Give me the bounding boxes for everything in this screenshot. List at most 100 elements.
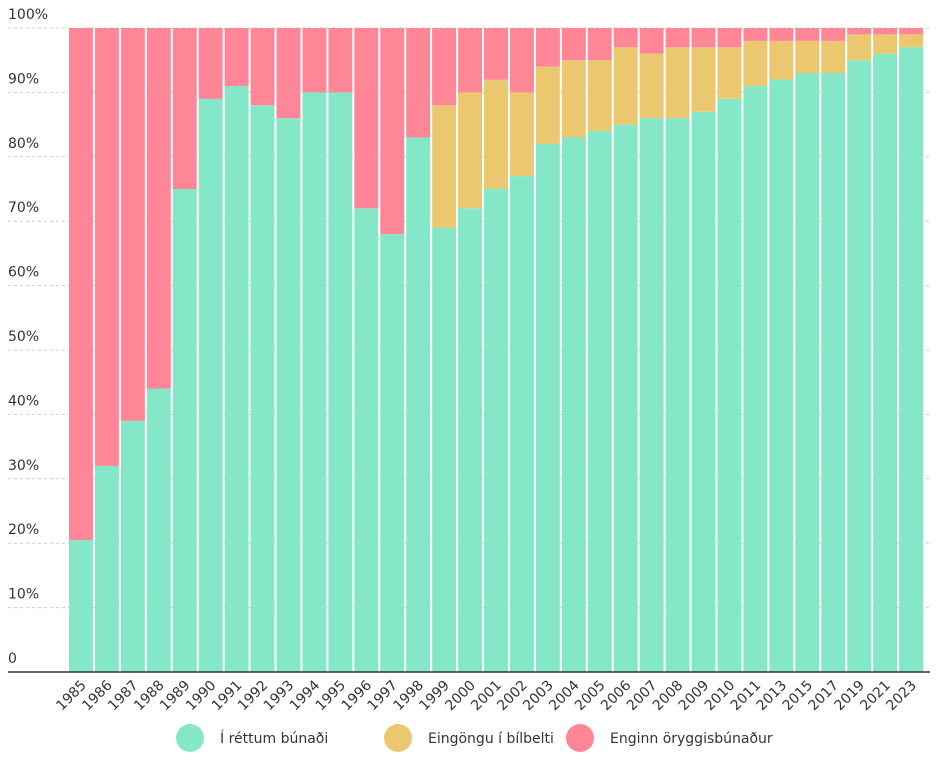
bar-segment [250, 28, 275, 106]
bar-segment [665, 118, 690, 672]
bar-segment [172, 28, 197, 189]
bar-segment [509, 28, 534, 93]
bar-segment [873, 28, 898, 35]
bar-segment [743, 85, 768, 672]
bar-segment [873, 34, 898, 54]
y-tick-label: 80% [8, 136, 39, 152]
bar-segment [535, 66, 560, 144]
bar-segment [795, 73, 820, 672]
bar-segment [302, 92, 327, 672]
bar-segment [821, 28, 846, 41]
bar-segment [899, 47, 923, 672]
bar-segment [717, 28, 742, 48]
y-tick-label: 90% [8, 71, 39, 87]
bar-segment [639, 53, 664, 119]
bar-segment [691, 111, 716, 673]
bar-segment [484, 189, 508, 672]
bar-segment [639, 28, 664, 54]
bar-segment [509, 92, 534, 177]
bar-segment [743, 28, 768, 41]
bar-segment [406, 28, 431, 138]
bar-segment [847, 60, 872, 672]
bar-segment [691, 47, 716, 112]
bar-segment [198, 98, 223, 673]
bar-segment [302, 28, 327, 93]
bar-segment [354, 28, 379, 209]
bar-segment [509, 176, 534, 672]
bar-segment [899, 34, 923, 48]
y-tick-label: 10% [8, 587, 39, 603]
legend-label: Enginn öryggisbúnaður [610, 731, 773, 747]
bar-segment [613, 28, 638, 48]
bar-segment [717, 47, 742, 99]
bar-segment [847, 34, 872, 61]
y-tick-label: 100% [8, 7, 48, 23]
bar-segment [535, 143, 560, 673]
bar-segment [691, 28, 716, 48]
bar-segment [380, 28, 405, 235]
bar-segment [795, 28, 820, 41]
bar-segment [328, 92, 353, 672]
bar-segment [69, 539, 93, 672]
bar-segment [587, 60, 612, 132]
bar-segment [561, 28, 586, 61]
bar-segment [432, 105, 457, 228]
bar-segment [276, 118, 301, 672]
bar-segment [276, 28, 301, 119]
y-tick-label: 0 [8, 651, 17, 667]
bar-segment [769, 79, 794, 672]
y-tick-label: 40% [8, 393, 39, 409]
bar-segment [561, 60, 586, 138]
bar-segment [69, 28, 93, 540]
bar-segment [250, 105, 275, 672]
bar-segment [354, 208, 379, 672]
bar-segment [120, 28, 145, 421]
legend-swatch [176, 724, 204, 752]
bar-segment [613, 47, 638, 125]
bar-segment [665, 47, 690, 119]
bar-segment [613, 124, 638, 673]
x-tick-label: 2023 [883, 678, 920, 715]
bar-segment [769, 40, 794, 80]
bar-segment [120, 420, 145, 672]
bar-segment [198, 28, 223, 99]
bar-segment [380, 234, 405, 672]
bar-segment [484, 28, 508, 80]
y-tick-label: 70% [8, 200, 39, 216]
bar-segment [328, 28, 353, 93]
bar-segment [535, 28, 560, 67]
bar-segment [224, 28, 249, 86]
bar-segment [821, 40, 846, 74]
bar-segment [795, 40, 820, 74]
bar-segment [821, 73, 846, 672]
bar-segment [146, 28, 171, 389]
bar-segment [224, 85, 249, 672]
y-tick-label: 60% [8, 265, 39, 281]
bar-segment [717, 98, 742, 673]
bar-segment [484, 79, 508, 189]
bar-segment [432, 227, 457, 672]
y-tick-label: 50% [8, 329, 39, 345]
bar-segment [665, 28, 690, 48]
bar-segment [432, 28, 457, 106]
bar-segment [561, 137, 586, 673]
legend-swatch [384, 724, 412, 752]
bar-segment [769, 28, 794, 41]
bar-segment [172, 189, 197, 672]
legend-swatch [566, 724, 594, 752]
legend-label: Eingöngu í bílbelti [428, 731, 554, 747]
bar-segment [587, 131, 612, 673]
bar-segment [847, 28, 872, 35]
bar-segment [743, 40, 768, 86]
y-tick-label: 20% [8, 522, 39, 538]
bar-segment [899, 28, 923, 35]
bar-segment [406, 137, 431, 673]
legend-label: Í réttum búnaði [220, 730, 328, 747]
bar-segment [587, 28, 612, 61]
bar-segment [94, 28, 119, 466]
bar-segment [94, 465, 119, 672]
bar-segment [873, 53, 898, 672]
bar-segment [458, 28, 483, 93]
bar-segment [146, 388, 171, 672]
